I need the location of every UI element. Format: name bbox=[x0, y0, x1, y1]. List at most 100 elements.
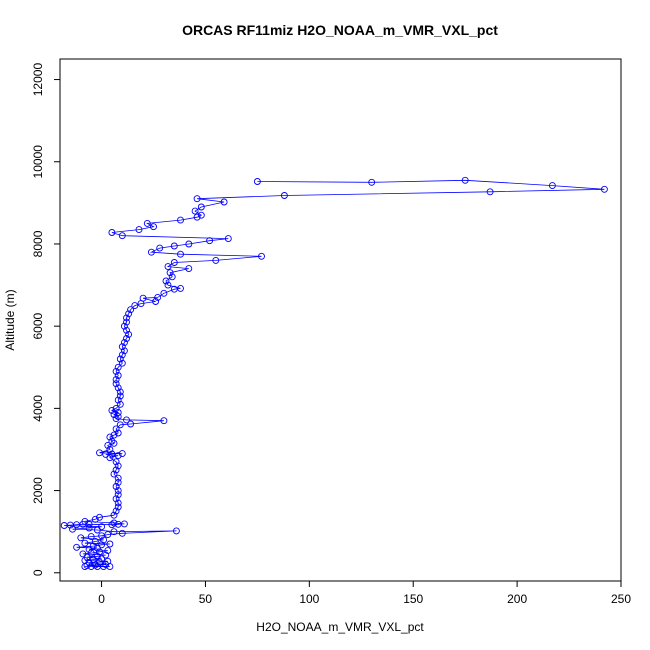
data-point bbox=[106, 433, 114, 441]
data-point bbox=[118, 351, 126, 359]
data-point bbox=[118, 343, 126, 351]
data-point bbox=[81, 517, 89, 525]
data-point bbox=[197, 203, 205, 211]
data-point bbox=[150, 223, 157, 231]
data-point bbox=[91, 538, 99, 545]
x-axis: 0 50 100 150 200 250 bbox=[98, 580, 631, 606]
y-tick-label: 6000 bbox=[31, 312, 45, 339]
data-point bbox=[120, 322, 128, 330]
data-point bbox=[220, 198, 228, 206]
data-point bbox=[170, 242, 178, 250]
data-point bbox=[112, 425, 120, 433]
data-point bbox=[89, 556, 97, 564]
data-point bbox=[164, 281, 172, 289]
data-point bbox=[135, 226, 143, 234]
data-point bbox=[96, 449, 103, 457]
data-point bbox=[116, 392, 124, 400]
data-point bbox=[600, 185, 608, 193]
data-point bbox=[193, 195, 201, 203]
data-point bbox=[127, 306, 135, 314]
data-point bbox=[98, 523, 106, 531]
data-point bbox=[253, 178, 261, 185]
data-point bbox=[120, 339, 128, 347]
data-point bbox=[170, 259, 178, 266]
data-point bbox=[104, 531, 112, 539]
data-point bbox=[548, 182, 556, 190]
data-point bbox=[164, 263, 172, 271]
y-tick-label: 4000 bbox=[31, 395, 45, 422]
data-point bbox=[114, 429, 122, 437]
x-tick-label: 0 bbox=[98, 592, 105, 606]
plot-frame bbox=[59, 58, 622, 582]
data-point bbox=[73, 543, 81, 551]
data-point bbox=[120, 347, 128, 355]
data-point bbox=[147, 248, 155, 256]
x-tick-label: 150 bbox=[403, 592, 423, 606]
x-tick-label: 200 bbox=[507, 592, 527, 606]
data-point bbox=[112, 495, 120, 503]
data-point bbox=[87, 533, 95, 541]
data-point bbox=[118, 529, 126, 537]
data-point bbox=[112, 458, 120, 466]
data-point bbox=[85, 545, 93, 553]
y-axis: 0 2000 4000 6000 8000 10000 12000 bbox=[31, 63, 61, 576]
data-point bbox=[206, 237, 214, 245]
data-point bbox=[212, 256, 220, 264]
data-point bbox=[114, 363, 122, 371]
data-point bbox=[89, 542, 97, 550]
data-point bbox=[85, 524, 93, 532]
data-point bbox=[108, 229, 116, 236]
data-point bbox=[152, 298, 160, 305]
y-tick-label: 0 bbox=[31, 569, 45, 576]
data-point bbox=[91, 515, 99, 523]
data-point bbox=[79, 550, 87, 558]
data-point bbox=[83, 553, 91, 561]
data-point bbox=[120, 520, 128, 528]
y-axis-label: Altitude (m) bbox=[3, 289, 17, 350]
data-point bbox=[177, 284, 184, 292]
chart-title: ORCAS RF11miz H2O_NOAA_m_VMR_VXL_pct bbox=[182, 22, 498, 38]
data-point bbox=[168, 273, 176, 281]
data-point bbox=[96, 548, 103, 556]
data-point bbox=[104, 441, 112, 449]
x-tick-label: 100 bbox=[299, 592, 319, 606]
data-point bbox=[125, 330, 133, 338]
data-point bbox=[154, 293, 162, 301]
data-point bbox=[258, 252, 265, 260]
data-point bbox=[123, 335, 130, 342]
data-point bbox=[93, 526, 101, 534]
data-point bbox=[106, 540, 114, 548]
data-point bbox=[112, 415, 120, 423]
data-point bbox=[143, 219, 151, 227]
data-point bbox=[106, 454, 114, 462]
data-point bbox=[110, 431, 118, 439]
data-point bbox=[110, 470, 118, 478]
data-point bbox=[110, 411, 118, 418]
data-point bbox=[166, 269, 174, 277]
data-point bbox=[104, 547, 112, 555]
data-point bbox=[108, 450, 116, 458]
data-point bbox=[102, 551, 110, 559]
data-point bbox=[87, 549, 95, 557]
data-point bbox=[114, 384, 122, 392]
data-point bbox=[112, 466, 120, 474]
data-point bbox=[110, 528, 118, 536]
data-point bbox=[114, 413, 122, 421]
data-point bbox=[368, 178, 376, 186]
data-point bbox=[118, 232, 126, 240]
data-point bbox=[172, 527, 180, 535]
y-tick-label: 10000 bbox=[31, 145, 45, 179]
data-point bbox=[193, 213, 201, 221]
data-point bbox=[112, 380, 120, 388]
data-point bbox=[177, 216, 184, 224]
data-point bbox=[118, 450, 126, 458]
data-point bbox=[100, 536, 108, 544]
series-line bbox=[64, 179, 605, 567]
data-point bbox=[116, 421, 124, 429]
data-point bbox=[461, 176, 469, 184]
data-point bbox=[139, 294, 147, 302]
data-point bbox=[112, 507, 120, 515]
data-point bbox=[108, 406, 116, 414]
data-point bbox=[114, 487, 122, 495]
